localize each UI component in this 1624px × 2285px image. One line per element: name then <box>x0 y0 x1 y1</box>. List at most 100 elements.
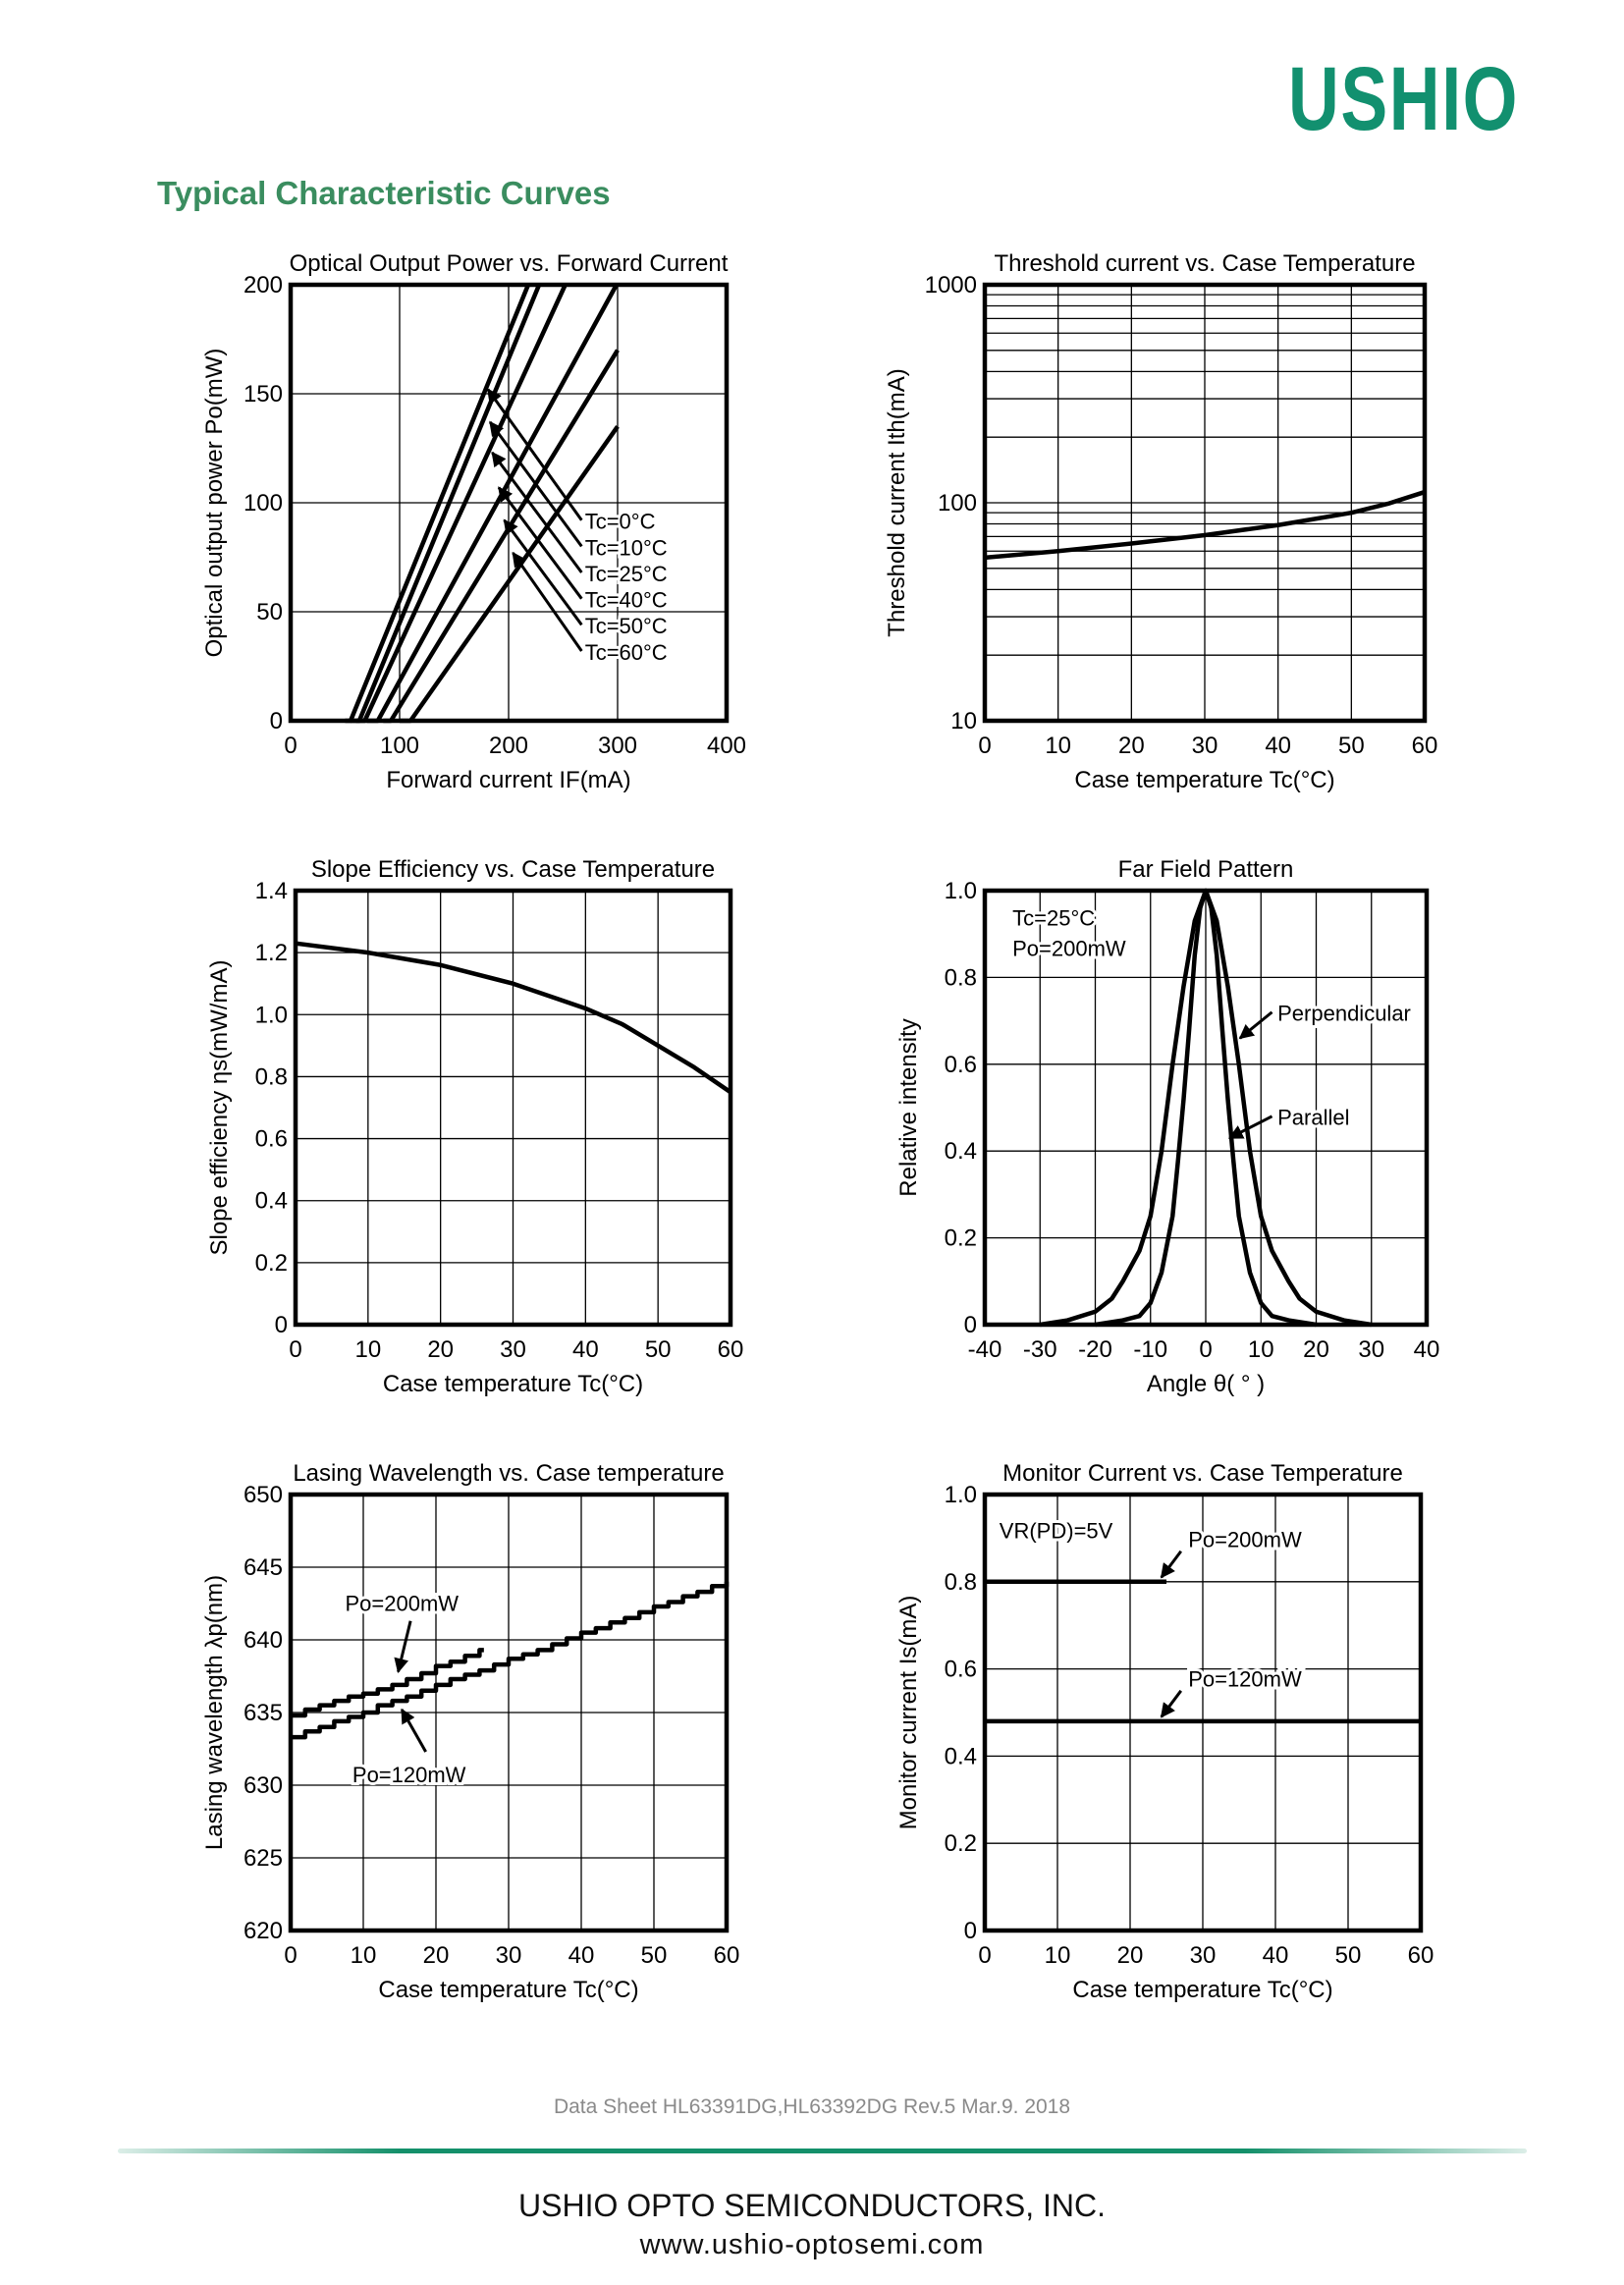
y-tick-label: 0 <box>270 708 283 734</box>
x-tick-label: 0 <box>978 1942 991 1969</box>
y-tick-label: 0.2 <box>945 1225 977 1252</box>
x-tick-label: 50 <box>645 1336 672 1363</box>
y-tick-label: 0.6 <box>945 1052 977 1078</box>
x-tick-label: 50 <box>641 1942 668 1969</box>
y-tick-label: 10 <box>950 708 977 734</box>
y-tick-label: 0.6 <box>255 1126 288 1153</box>
y-tick-label: 1.0 <box>945 1482 977 1508</box>
plot-border <box>288 282 730 724</box>
y-tick-label: 1.0 <box>255 1002 288 1028</box>
x-axis-label: Case temperature Tc(°C) <box>1072 1977 1332 2003</box>
x-tick-label: 10 <box>1045 1942 1071 1969</box>
x-tick-label: -20 <box>1078 1336 1112 1363</box>
x-tick-label: 20 <box>1117 1942 1144 1969</box>
x-tick-label: 0 <box>1199 1336 1212 1363</box>
annotation-arrow <box>497 486 583 600</box>
chart-po-vs-if: Tc=0°CTc=10°CTc=25°CTc=40°CTc=50°CTc=60°… <box>201 250 746 793</box>
x-tick-label: 300 <box>598 733 637 759</box>
x-tick-label: -30 <box>1023 1336 1057 1363</box>
series-line-0 <box>295 941 732 1095</box>
x-tick-label: 50 <box>1338 733 1365 759</box>
x-tick-label: 30 <box>1358 1336 1384 1363</box>
x-tick-label: 20 <box>1118 733 1145 759</box>
annotation-label: Tc=40°C <box>585 588 668 613</box>
y-tick-label: 635 <box>244 1700 283 1726</box>
y-tick-label: 0 <box>964 1312 977 1338</box>
x-tick-label: 100 <box>380 733 419 759</box>
annotation-label: Tc=25°C <box>585 562 668 586</box>
y-tick-label: 630 <box>244 1772 283 1799</box>
y-tick-label: 0.8 <box>255 1063 288 1090</box>
x-tick-label: 10 <box>1045 733 1071 759</box>
y-axis-label: Relative intensity <box>895 1018 922 1196</box>
annotation-label: Tc=50°C <box>585 614 668 638</box>
x-axis-label: Case temperature Tc(°C) <box>383 1371 643 1397</box>
x-tick-label: 10 <box>1248 1336 1274 1363</box>
y-tick-label: 0 <box>964 1918 977 1944</box>
annotation-arrow <box>1160 1689 1183 1718</box>
x-tick-label: -40 <box>968 1336 1002 1363</box>
annotation-label: Parallel <box>1277 1106 1349 1130</box>
datasheet-revision: Data Sheet HL63391DG,HL63392DG Rev.5 Mar… <box>553 2095 1071 2118</box>
x-tick-label: 20 <box>1303 1336 1329 1363</box>
x-tick-label: 0 <box>284 1942 297 1969</box>
y-axis-label: Optical output power Po(mW) <box>201 349 228 658</box>
y-tick-label: 650 <box>244 1482 283 1508</box>
chart-title: Threshold current vs. Case Temperature <box>994 250 1415 277</box>
x-tick-label: 50 <box>1335 1942 1362 1969</box>
x-tick-label: 0 <box>289 1336 301 1363</box>
y-tick-label: 640 <box>244 1627 283 1654</box>
y-axis-label: Lasing wavelength λp(nm) <box>201 1575 228 1850</box>
annotation-label: Perpendicular <box>1277 1002 1411 1026</box>
x-tick-label: 40 <box>568 1942 595 1969</box>
x-tick-label: 40 <box>1265 733 1291 759</box>
x-tick-label: 200 <box>489 733 528 759</box>
x-tick-label: 400 <box>707 733 746 759</box>
ushio-logo: USHIO <box>1288 49 1520 149</box>
y-tick-label: 1000 <box>925 272 977 299</box>
annotation-arrow <box>486 388 583 521</box>
annotation-arrow <box>488 420 583 548</box>
series-line-1 <box>291 1581 730 1740</box>
chart-slope-vs-tc: 0 10 20 30 40 50 60 0 0.2 0.4 0.6 0.8 1.0 1.2 1.4 Slope… <box>206 856 743 1397</box>
annotation-label: Tc=25°C <box>1012 905 1095 930</box>
x-axis-label: Forward current IF(mA) <box>386 767 630 793</box>
annotation-arrow <box>1227 1115 1273 1140</box>
plot-border <box>982 1492 1424 1933</box>
series-line-0 <box>984 489 1426 561</box>
plot-border <box>982 888 1430 1328</box>
x-tick-label: 60 <box>718 1336 744 1363</box>
chart-title: Optical Output Power vs. Forward Current <box>290 250 729 277</box>
chart-title: Far Field Pattern <box>1118 856 1294 883</box>
annotation-arrow <box>400 1708 427 1753</box>
y-tick-label: 100 <box>244 490 283 517</box>
annotation-label: Po=120mW <box>1188 1666 1302 1691</box>
annotation-label: Po=200mW <box>1188 1527 1302 1551</box>
chart-far-field: Tc=25°CPo=200mWPerpendicularParallel-40-… <box>895 856 1439 1397</box>
y-axis-label: Threshold current Ith(mA) <box>884 368 910 636</box>
y-tick-label: 0.6 <box>945 1657 977 1683</box>
x-axis-label: Case temperature Tc(°C) <box>378 1977 638 2003</box>
annotation-arrow <box>503 518 583 626</box>
annotation-label: Tc=0°C <box>585 510 656 534</box>
series-line-0 <box>291 1648 484 1718</box>
y-axis-label: Monitor current Is(mA) <box>895 1596 922 1830</box>
x-tick-label: 30 <box>1190 1942 1217 1969</box>
x-tick-label: 60 <box>1408 1942 1435 1969</box>
company-url[interactable]: www.ushio-optosemi.com <box>639 2229 985 2260</box>
y-tick-label: 0.4 <box>945 1743 977 1769</box>
x-tick-label: 40 <box>1263 1942 1289 1969</box>
x-tick-label: 30 <box>496 1942 522 1969</box>
chart-title: Lasing Wavelength vs. Case temperature <box>293 1460 724 1487</box>
annotation-label: Po=200mW <box>1012 936 1126 960</box>
x-tick-label: -10 <box>1133 1336 1167 1363</box>
annotation-arrow <box>491 451 583 573</box>
annotation-label: Po=120mW <box>352 1763 466 1787</box>
x-tick-label: 0 <box>284 733 297 759</box>
y-tick-label: 50 <box>256 599 283 626</box>
x-tick-label: 60 <box>1412 733 1438 759</box>
chart-is-vs-tc: VR(PD)=5V Po=200mW Po=120mW 0 10 20 30 40 50 60 0 0… <box>895 1460 1434 2003</box>
company-name: USHIO OPTO SEMICONDUCTORS, INC. <box>518 2188 1106 2223</box>
x-tick-label: 10 <box>351 1942 377 1969</box>
